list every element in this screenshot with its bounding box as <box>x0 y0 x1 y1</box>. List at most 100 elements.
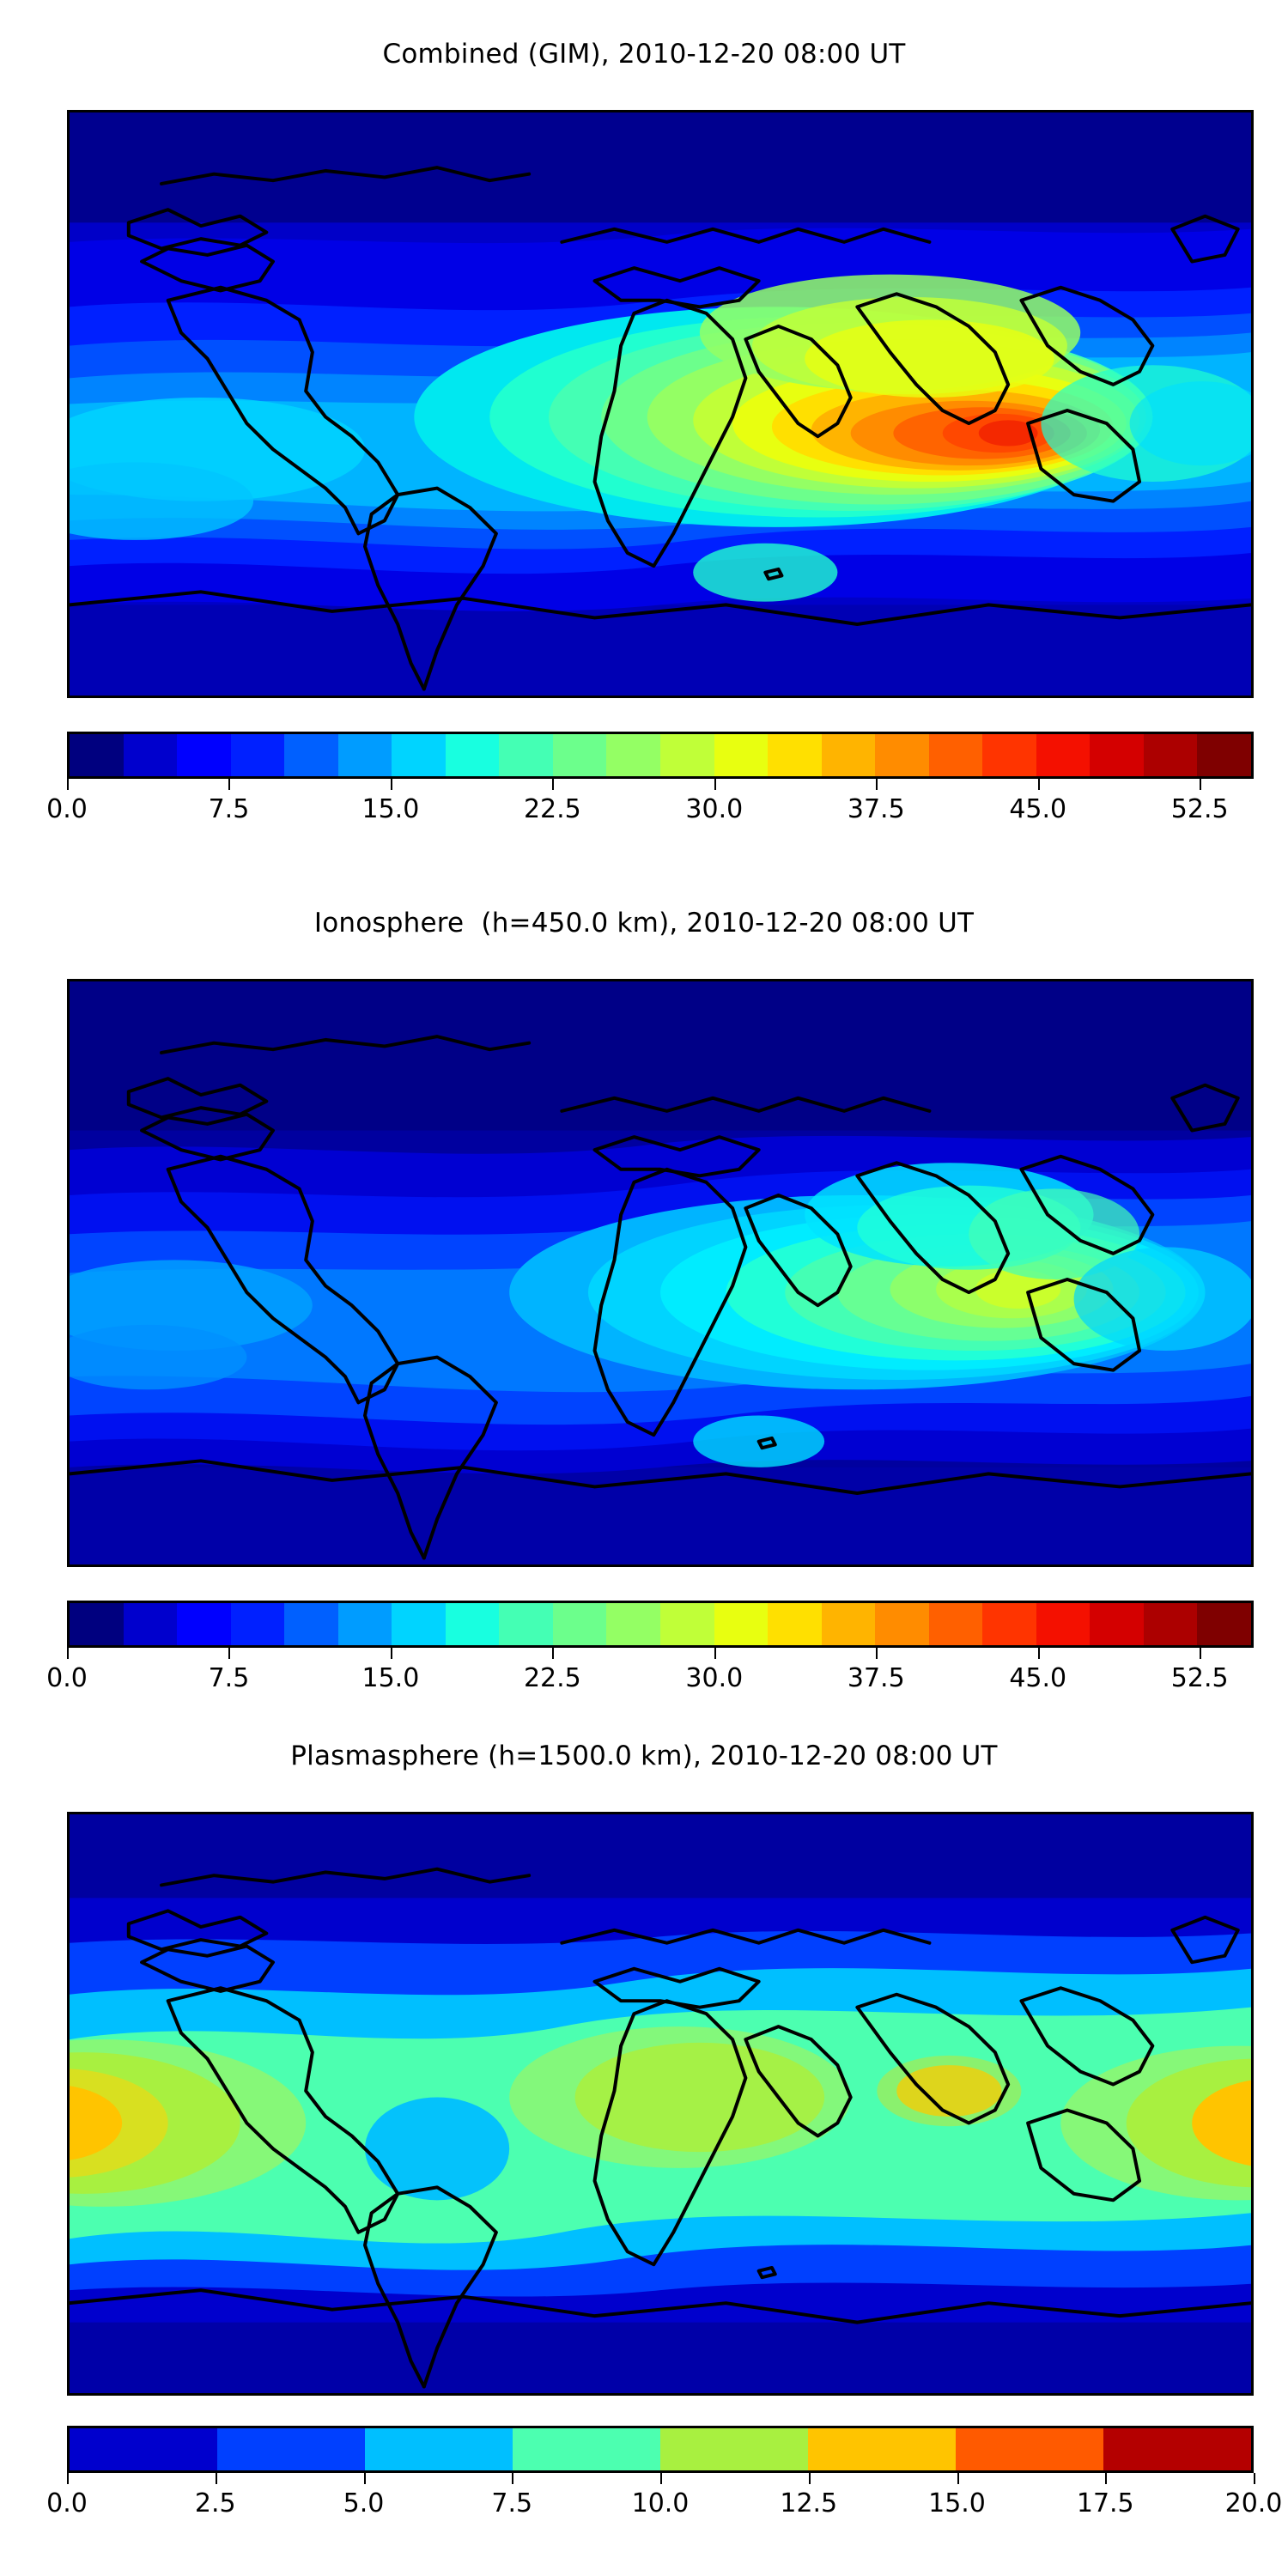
colorbar-tick-3 <box>552 779 555 790</box>
colorbar-segment-3 <box>230 734 285 776</box>
colorbar-tick-5 <box>808 2473 811 2484</box>
colorbar-tick-label-5: 12.5 <box>780 2488 838 2518</box>
colorbar-segment-16 <box>928 734 983 776</box>
colorbar-tick-7 <box>1200 1648 1202 1659</box>
colorbar-segment-6 <box>392 1603 446 1645</box>
colorbar-tick-label-7: 52.5 <box>1170 794 1229 824</box>
colorbar-segment-7 <box>445 1603 500 1645</box>
colorbar-segment-2 <box>177 734 231 776</box>
colorbar-segment-15 <box>875 734 929 776</box>
colorbar-segment-7 <box>445 734 500 776</box>
colorbar-tick-5 <box>876 779 878 790</box>
colorbar-tick-0 <box>67 779 69 790</box>
map-canvas-plasmasphere <box>70 1814 1251 2393</box>
colorbar-segment-13 <box>768 1603 822 1645</box>
colorbar-tick-1 <box>228 1648 231 1659</box>
colorbar-tick-4 <box>714 1648 716 1659</box>
colorbar-tick-label-4: 30.0 <box>685 794 744 824</box>
colorbar-tick-0 <box>67 2473 69 2484</box>
colorbar-segment-21 <box>1197 1603 1251 1645</box>
colorbar-labels-plasmasphere: 0.0 2.5 5.0 7.5 10.0 12.5 15.0 17.5 20.0 <box>46 2488 1282 2524</box>
colorbar-segment-11 <box>660 1603 714 1645</box>
colorbar-gradient-ionosphere <box>67 1601 1254 1648</box>
colorbar-segment-5 <box>337 1603 392 1645</box>
colorbar-tick-3 <box>512 2473 514 2484</box>
colorbar-tick-label-3: 22.5 <box>523 794 581 824</box>
colorbar-tick-label-8: 20.0 <box>1224 2488 1283 2518</box>
colorbar-tick-6 <box>1037 1648 1040 1659</box>
colorbar-tick-1 <box>215 2473 217 2484</box>
colorbar-segment-21 <box>1197 734 1251 776</box>
colorbar-segment-8 <box>499 1603 553 1645</box>
panel-title-plasmasphere: Plasmasphere (h=1500.0 km), 2010-12-20 0… <box>290 1741 998 1771</box>
colorbar-tick-label-5: 37.5 <box>847 794 905 824</box>
colorbar-segment-14 <box>821 734 876 776</box>
colorbar-tick-label-3: 7.5 <box>491 2488 533 2518</box>
colorbar-segment-13 <box>768 734 822 776</box>
colorbar-gradient-plasmasphere <box>67 2426 1254 2473</box>
colorbar-ticks-ionosphere <box>67 1648 1254 1663</box>
colorbar-segment-3 <box>513 2428 660 2470</box>
colorbar-tick-label-3: 22.5 <box>523 1663 581 1693</box>
colorbar-tick-label-5: 37.5 <box>847 1663 905 1693</box>
map-axes-ionosphere <box>67 979 1254 1567</box>
colorbar-segment-2 <box>365 2428 513 2470</box>
colorbar-tick-label-7: 52.5 <box>1170 1663 1229 1693</box>
colorbar-tick-4 <box>714 779 716 790</box>
colorbar-tick-label-1: 2.5 <box>194 2488 236 2518</box>
colorbar-segment-6 <box>956 2428 1103 2470</box>
colorbar-tick-label-0: 0.0 <box>46 1663 88 1693</box>
colorbar-labels-ionosphere: 0.0 7.5 15.0 22.5 30.0 37.5 45.0 52.5 <box>46 1663 1254 1699</box>
colorbar-segment-8 <box>499 734 553 776</box>
colorbar-segment-20 <box>1143 734 1198 776</box>
map-axes-combined-gim <box>67 110 1254 698</box>
colorbar-tick-4 <box>660 2473 662 2484</box>
panel-combined-gim: Combined (GIM), 2010-12-20 08:00 UT <box>0 0 1288 859</box>
map-field-combined-gim <box>70 112 1251 696</box>
colorbar-segment-10 <box>606 1603 661 1645</box>
colorbar-tick-label-2: 15.0 <box>361 794 420 824</box>
colorbar-segment-1 <box>123 1603 178 1645</box>
colorbar-segment-3 <box>230 1603 285 1645</box>
colorbar-tick-label-6: 45.0 <box>1009 1663 1067 1693</box>
colorbar-segment-5 <box>808 2428 956 2470</box>
colorbar-segment-4 <box>284 1603 338 1645</box>
colorbar-segment-12 <box>714 1603 769 1645</box>
colorbar-tick-label-1: 7.5 <box>208 1663 250 1693</box>
colorbar-tick-label-6: 45.0 <box>1009 794 1067 824</box>
colorbar-tick-label-1: 7.5 <box>208 794 250 824</box>
colorbar-segment-0 <box>70 1603 124 1645</box>
colorbar-segment-18 <box>1036 1603 1091 1645</box>
map-field-plasmasphere <box>70 1814 1251 2393</box>
colorbar-segment-0 <box>70 734 124 776</box>
colorbar-ticks-plasmasphere <box>67 2473 1255 2488</box>
colorbar-tick-label-0: 0.0 <box>46 794 88 824</box>
colorbar-segment-10 <box>606 734 661 776</box>
colorbar-tick-3 <box>552 1648 555 1659</box>
colorbar-tick-0 <box>67 1648 69 1659</box>
colorbar-segment-20 <box>1143 1603 1198 1645</box>
panel-plasmasphere: Plasmasphere (h=1500.0 km), 2010-12-20 0… <box>0 1704 1288 2576</box>
colorbar-segment-4 <box>660 2428 808 2470</box>
colorbar-segment-17 <box>982 734 1036 776</box>
colorbar-segment-15 <box>875 1603 929 1645</box>
colorbar-segment-6 <box>392 734 446 776</box>
coastlines-ionosphere <box>70 1035 1251 1560</box>
colorbar-segment-16 <box>928 1603 983 1645</box>
colorbar-plasmasphere: 0.0 2.5 5.0 7.5 10.0 12.5 15.0 17.5 20.0 <box>46 2426 1282 2524</box>
colorbar-segment-14 <box>821 1603 876 1645</box>
colorbar-tick-5 <box>876 1648 878 1659</box>
colorbar-tick-label-2: 15.0 <box>361 1663 420 1693</box>
colorbar-tick-7 <box>1200 779 1202 790</box>
colorbar-segment-12 <box>714 734 769 776</box>
colorbar-combined-gim: 0.0 7.5 15.0 22.5 30.0 37.5 45.0 52.5 <box>46 732 1254 830</box>
panel-ionosphere: Ionosphere (h=450.0 km), 2010-12-20 08:0… <box>0 869 1288 1728</box>
colorbar-segment-1 <box>217 2428 365 2470</box>
colorbar-tick-label-7: 17.5 <box>1076 2488 1134 2518</box>
colorbar-segment-4 <box>284 734 338 776</box>
colorbar-tick-6 <box>957 2473 959 2484</box>
colorbar-tick-2 <box>390 779 392 790</box>
colorbar-segment-7 <box>1103 2428 1251 2470</box>
coastlines-plasmasphere <box>70 1867 1251 2389</box>
